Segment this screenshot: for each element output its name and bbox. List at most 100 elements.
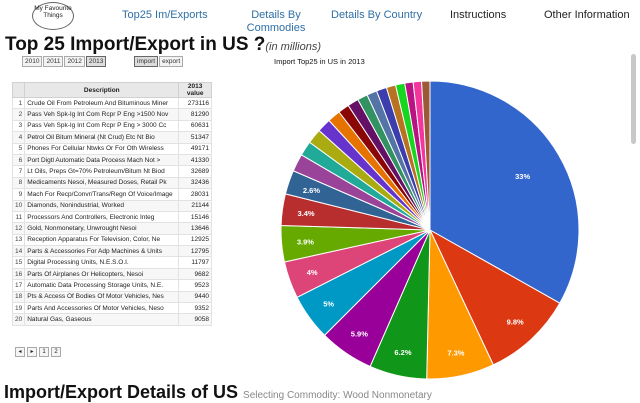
table-row[interactable]: 18 Pts & Access Of Bodies Of Motor Vehicl… <box>11 290 212 304</box>
row-rank: 2 <box>11 108 26 121</box>
page-title: Top 25 Import/Export in US ?(in millions… <box>5 34 321 56</box>
year-2010-button[interactable]: 2010 <box>22 56 43 67</box>
table-row[interactable]: 4 Petrol Oil Bitum Mineral (Nt Crud) Etc … <box>11 131 212 144</box>
pie-slice-1[interactable] <box>429 80 580 304</box>
row-value: 60631 <box>178 119 212 133</box>
details-title-text: Import/Export Details of US <box>4 382 239 402</box>
year-2011-button[interactable]: 2011 <box>43 56 64 67</box>
row-value: 41330 <box>178 153 212 167</box>
pie-label-10: 2.6% <box>303 186 320 195</box>
page-1-button[interactable]: 1 <box>39 347 49 357</box>
row-description: Parts And Accessories Of Motor Vehicles,… <box>24 302 180 315</box>
row-rank: 13 <box>11 233 26 247</box>
row-rank: 4 <box>11 131 26 144</box>
table-row[interactable]: 6 Port Digtl Automatic Data Process Mach … <box>11 153 212 167</box>
row-value: 9523 <box>178 279 212 292</box>
nav-details-country[interactable]: Details By Country <box>331 9 423 21</box>
type-selector: import export <box>134 56 184 67</box>
col-rank[interactable] <box>11 82 26 98</box>
row-description: Diamonds, Nonindustrial, Worked <box>24 199 180 212</box>
table-row[interactable]: 5 Phones For Cellular Ntwks Or For Oth Wi… <box>11 142 212 155</box>
nav-details-commodities[interactable]: Details By Commodies <box>246 9 306 34</box>
row-value: 12795 <box>178 245 212 258</box>
row-description: Mach For Recp/Convr/Trans/Regn Of Voice/… <box>24 188 180 201</box>
row-value: 9058 <box>178 313 212 326</box>
row-value: 12925 <box>178 233 212 247</box>
details-section-title: Import/Export Details of US Selecting Co… <box>4 382 432 403</box>
site-logo[interactable]: My Favourite Things <box>32 2 74 30</box>
row-rank: 6 <box>11 153 26 167</box>
row-rank: 7 <box>11 165 26 178</box>
pie-slice-2[interactable] <box>428 228 561 366</box>
row-rank: 14 <box>11 245 26 258</box>
scrollbar-thumb[interactable] <box>631 54 636 144</box>
page-title-unit: (in millions) <box>265 41 322 53</box>
col-description[interactable]: Description <box>24 82 180 98</box>
pie-label-4: 6.2% <box>394 348 411 357</box>
details-subtitle: Selecting Commodity: Wood Nonmonetary <box>243 390 432 401</box>
row-value: 32689 <box>178 165 212 178</box>
row-description: Port Digtl Automatic Data Process Mach N… <box>24 153 180 167</box>
row-rank: 3 <box>11 119 26 133</box>
table-row[interactable]: 20 Natural Gas, Gaseous 9058 <box>11 313 212 326</box>
row-value: 273116 <box>178 96 212 110</box>
row-value: 49171 <box>178 142 212 155</box>
table-row[interactable]: 9 Mach For Recp/Convr/Trans/Regn Of Voice… <box>11 188 212 201</box>
pie-slice-25[interactable] <box>421 80 431 231</box>
row-rank: 10 <box>11 199 26 212</box>
row-value: 13646 <box>178 222 212 235</box>
row-value: 9682 <box>178 267 212 281</box>
row-rank: 18 <box>11 290 26 304</box>
table-row[interactable]: 14 Parts & Accessories For Adp Machines &… <box>11 245 212 258</box>
row-rank: 17 <box>11 279 26 292</box>
row-rank: 1 <box>11 96 26 110</box>
nav-top25[interactable]: Top25 Im/Exports <box>122 9 208 21</box>
chart-title: Import Top25 in US in 2013 <box>274 57 365 66</box>
prev-page-button[interactable]: ◂ <box>15 347 25 357</box>
table-row[interactable]: 11 Processors And Controllers, Electronic… <box>11 210 212 224</box>
nav-instructions[interactable]: Instructions <box>450 9 507 21</box>
table-row[interactable]: 7 Lt Oils, Preps Gt=70% Petroleum/Bitum N… <box>11 165 212 178</box>
row-value: 9440 <box>178 290 212 304</box>
year-2012-button[interactable]: 2012 <box>64 56 85 67</box>
row-rank: 11 <box>11 210 26 224</box>
year-selector: 2010 2011 2012 2013 <box>22 56 107 67</box>
col-value[interactable]: 2013 value <box>178 82 212 98</box>
table-row[interactable]: 2 Pass Veh Spk-Ig Int Com Rcpr P Eng >150… <box>11 108 212 121</box>
table-row[interactable]: 3 Pass Veh Spk-Ig Int Com Rcpr P Eng > 30… <box>11 119 212 133</box>
row-value: 21144 <box>178 199 212 212</box>
import-button[interactable]: import <box>134 56 159 67</box>
table-row[interactable]: 10 Diamonds, Nonindustrial, Worked 21144 <box>11 199 212 212</box>
pie-label-8: 3.9% <box>297 238 314 247</box>
row-value: 28031 <box>178 188 212 201</box>
row-value: 32436 <box>178 176 212 190</box>
row-rank: 15 <box>11 256 26 269</box>
page-2-button[interactable]: 2 <box>51 347 61 357</box>
row-description: Phones For Cellular Ntwks Or For Oth Wir… <box>24 142 180 155</box>
next-page-button[interactable]: ▸ <box>27 347 37 357</box>
chart-scrollbar[interactable] <box>630 36 638 196</box>
table-row[interactable]: 12 Gold, Nonmonetary, Unwrought Nesoi 1364… <box>11 222 212 235</box>
table-row[interactable]: 15 Digital Processing Units, N.E.S.O.I. 11… <box>11 256 212 269</box>
row-description: Gold, Nonmonetary, Unwrought Nesoi <box>24 222 180 235</box>
pie-label-6: 5% <box>323 299 334 308</box>
row-value: 9352 <box>178 302 212 315</box>
nav-other-info[interactable]: Other Information <box>544 9 630 21</box>
row-description: Medicaments Nesoi, Measured Doses, Retai… <box>24 176 180 190</box>
row-rank: 8 <box>11 176 26 190</box>
row-description: Pass Veh Spk-Ig Int Com Rcpr P Eng >1500… <box>24 108 180 121</box>
row-rank: 5 <box>11 142 26 155</box>
row-rank: 19 <box>11 302 26 315</box>
table-row[interactable]: 17 Automatic Data Processing Storage Unit… <box>11 279 212 292</box>
table-pager: ◂ ▸ 1 2 <box>15 347 61 357</box>
export-button[interactable]: export <box>159 56 184 67</box>
row-description: Parts & Accessories For Adp Machines & U… <box>24 245 180 258</box>
year-2013-button[interactable]: 2013 <box>85 56 107 67</box>
table-row[interactable]: 16 Parts Of Airplanes Or Helicopters, Nes… <box>11 267 212 281</box>
row-description: Crude Oil From Petroleum And Bituminous … <box>24 96 180 110</box>
table-row[interactable]: 8 Medicaments Nesoi, Measured Doses, Reta… <box>11 176 212 190</box>
table-row[interactable]: 13 Reception Apparatus For Television, Co… <box>11 233 212 247</box>
table-row[interactable]: 19 Parts And Accessories Of Motor Vehicle… <box>11 302 212 315</box>
table-row[interactable]: 1 Crude Oil From Petroleum And Bituminous… <box>11 96 212 110</box>
pie-label-1: 33% <box>515 172 530 181</box>
